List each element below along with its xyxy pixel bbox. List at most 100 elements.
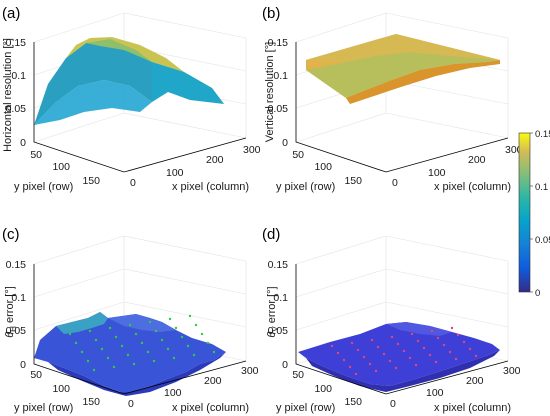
panel-a-zlabel: Horizontal resolution [°] <box>2 38 14 152</box>
panel-b-xtick: 0 <box>392 177 398 189</box>
panel-a-ztick: 0.1 <box>11 70 26 82</box>
panel-c-marker <box>92 368 96 372</box>
panel-d-surface <box>298 322 500 386</box>
panel-c-surface-light <box>108 314 176 332</box>
panel-b-ytick: 100 <box>314 161 332 173</box>
panel-a-ytick: 100 <box>52 161 70 173</box>
panel-a-surface-mid <box>86 39 224 104</box>
panel-d-marker <box>408 356 412 360</box>
panel-c-marker <box>140 341 144 345</box>
panel-a-surface-back <box>152 62 224 104</box>
panel-d-ztick: 0.1 <box>273 292 288 304</box>
colorbar-gradient <box>518 132 531 293</box>
colorbar-tick: 0.05 <box>535 235 550 246</box>
panel-a-xtick: 100 <box>166 167 184 179</box>
panel-c-xtick: 0 <box>128 398 134 410</box>
panel-c-xlabel: x pixel (column) <box>172 402 249 414</box>
panel-c-ytick: 100 <box>52 383 70 395</box>
panel-d-surface-dark <box>306 350 500 392</box>
panel-b-xtick: 200 <box>468 154 486 166</box>
panel-b-ytick: 150 <box>344 175 362 187</box>
panel-c-marker <box>106 356 110 360</box>
panel-d-ytick: 50 <box>292 369 304 381</box>
panel-d-xlabel: x pixel (column) <box>434 402 511 414</box>
svg-text:θH error [°]: θH error [°] <box>4 286 18 338</box>
panel-b-xtick: 100 <box>428 167 446 179</box>
panel-a-ytick: 50 <box>30 149 42 161</box>
panel-a-letter: (a) <box>2 5 20 22</box>
panel-a-surface-top <box>66 37 184 72</box>
panel-d-surface-light <box>386 322 452 336</box>
panel-d-marker <box>342 358 346 362</box>
panel-d-marker <box>434 360 438 364</box>
panel-c-marker <box>128 323 132 327</box>
colorbar-tick: 0.15 <box>535 129 550 140</box>
panel-d-marker <box>396 342 400 346</box>
panel-d-xtick: 100 <box>426 387 444 399</box>
panel-d-marker <box>374 369 378 373</box>
panel-a-xtick: 200 <box>206 154 224 166</box>
panel-d-zlabel: θV error [°] <box>266 286 280 337</box>
panel-d-marker <box>414 363 418 367</box>
panel-d-marker <box>430 329 434 333</box>
panel-d-marker <box>474 354 478 358</box>
panel-c-marker <box>192 353 196 357</box>
panel-c-marker <box>68 332 72 336</box>
panel-c-marker <box>94 338 98 342</box>
panel-d-marker <box>450 326 454 330</box>
panel-d: (d) 0.15 0.1 0.05 0 50 100 150 0 100 200… <box>262 226 521 414</box>
panel-c-ylabel: y pixel (row) <box>14 402 73 414</box>
panel-d-letter: (d) <box>262 226 280 243</box>
panel-c-marker <box>80 350 84 354</box>
panel-d-axes <box>295 264 509 395</box>
panel-c-ytick: 50 <box>30 369 42 381</box>
panel-d-marker <box>442 343 446 347</box>
panel-d-marker <box>448 350 452 354</box>
panel-b-surface-edge <box>346 60 500 104</box>
panel-d-marker <box>394 366 398 370</box>
panel-c-marker <box>148 320 152 324</box>
panel-a-surface-side <box>34 80 152 125</box>
panel-d-xtick: 0 <box>390 398 396 410</box>
panel-d-marker <box>382 352 386 356</box>
panel-c-marker <box>174 326 178 330</box>
panel-b-surface-top <box>306 34 500 62</box>
panel-c-marker <box>74 341 78 345</box>
panel-d-marker <box>462 340 466 344</box>
panel-a-ylabel: y pixel (row) <box>14 181 73 193</box>
panel-c-ztick: 0.15 <box>6 259 27 271</box>
panel-c-marker <box>112 365 116 369</box>
panel-c-surface <box>34 312 226 392</box>
panel-b-xlabel: x pixel (column) <box>434 181 511 193</box>
panel-c-xtick: 200 <box>204 375 222 387</box>
panel-b-ylabel: y pixel (row) <box>276 181 335 193</box>
panel-d-marker <box>402 349 406 353</box>
panel-d-marker <box>410 332 414 336</box>
panel-c-ztick: 0.1 <box>11 292 26 304</box>
panel-c-markers <box>68 314 216 372</box>
panel-d-ytick: 150 <box>344 396 362 408</box>
panel-a-ztick: 0.15 <box>6 37 27 49</box>
panel-c-marker <box>126 353 130 357</box>
panel-c-marker <box>172 356 176 360</box>
panel-c-marker <box>152 359 156 363</box>
panel-c-xtick: 100 <box>164 387 182 399</box>
panel-c-axes <box>33 264 247 395</box>
panel-c-zlabel: θH error [°] <box>4 286 18 338</box>
panel-d-marker <box>388 359 392 363</box>
panel-c-marker <box>108 326 112 330</box>
panel-d-markers <box>330 326 478 376</box>
panel-a-ztick: 0 <box>20 137 26 149</box>
panel-d-marker <box>336 351 340 355</box>
panel-c-surface-dark <box>48 352 226 396</box>
panel-a-axes <box>33 42 247 173</box>
panel-a-ytick: 150 <box>82 175 100 187</box>
panel-c-marker <box>132 362 136 366</box>
panel-b-ztick: 0.05 <box>268 103 289 115</box>
panel-d-marker <box>354 372 358 376</box>
panel-b-ztick: 0.1 <box>273 70 288 82</box>
colorbar-tick: 0 <box>535 288 540 299</box>
panel-b-zlabel: Vertical resolution [°] <box>264 42 276 142</box>
panel-d-marker <box>422 346 426 350</box>
